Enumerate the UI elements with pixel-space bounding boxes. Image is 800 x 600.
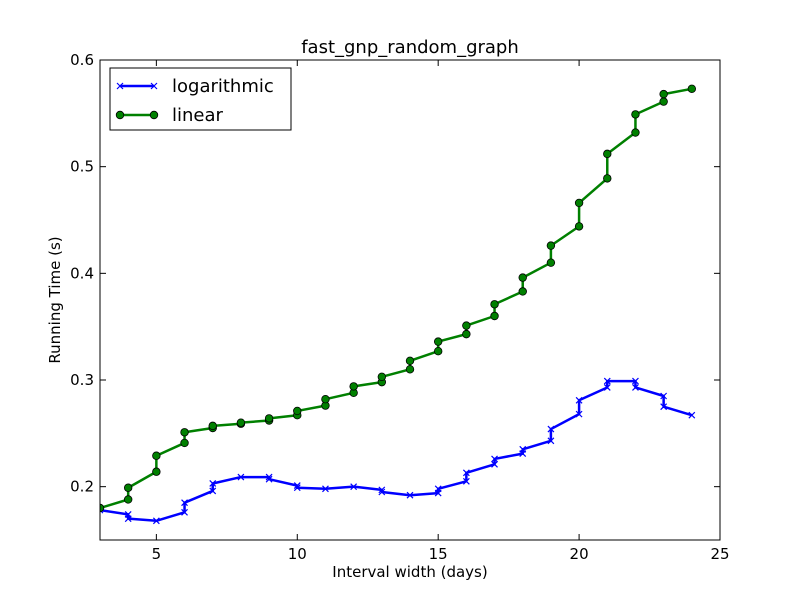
- y-axis-label: Running Time (s): [46, 236, 64, 363]
- data-point-linear: [462, 321, 471, 330]
- data-point-linear: [687, 84, 697, 93]
- data-point-logarithmic: [209, 480, 217, 487]
- x-tick-label: 20: [570, 545, 589, 563]
- data-point-logarithmic: [152, 517, 160, 525]
- data-point-linear: [208, 421, 217, 431]
- data-point-linear: [603, 174, 612, 183]
- data-point-logarithmic: [322, 485, 329, 493]
- data-point-linear: [659, 97, 668, 106]
- data-point-linear: [180, 428, 189, 437]
- data-point-logarithmic: [181, 508, 188, 516]
- data-point-linear: [433, 337, 443, 346]
- data-point-linear: [180, 438, 189, 448]
- data-point-logarithmic: [124, 515, 132, 523]
- data-point-logarithmic: [293, 484, 301, 492]
- data-point-linear: [490, 311, 499, 321]
- y-tick-label: 0.3: [70, 371, 94, 389]
- data-point-logarithmic: [547, 425, 555, 433]
- data-point-linear: [659, 89, 668, 99]
- legend-box: [109, 67, 292, 131]
- data-point-logarithmic: [265, 475, 273, 483]
- data-point-linear: [574, 222, 584, 231]
- y-tick-label: 0.2: [70, 478, 94, 496]
- x-tick-label: 5: [152, 545, 162, 563]
- data-point-logarithmic: [603, 384, 611, 391]
- data-point-linear: [546, 258, 556, 267]
- data-point-logarithmic: [575, 396, 583, 404]
- data-point-linear: [236, 418, 246, 427]
- x-axis-label: Interval width (days): [332, 563, 487, 581]
- x-tick-label: 15: [429, 545, 448, 563]
- data-point-logarithmic: [519, 445, 527, 453]
- data-point-logarithmic: [547, 437, 555, 445]
- legend-label-logarithmic: logarithmic: [172, 76, 274, 97]
- data-point-linear: [518, 287, 527, 296]
- data-point-linear: [631, 128, 640, 137]
- data-point-linear: [433, 347, 443, 356]
- legend-marker-linear: [149, 110, 159, 120]
- data-point-logarithmic: [660, 392, 668, 400]
- y-tick-label: 0.4: [70, 264, 94, 282]
- data-point-linear: [100, 503, 105, 513]
- data-point-logarithmic: [632, 384, 639, 391]
- data-point-logarithmic: [406, 491, 414, 499]
- data-point-logarithmic: [434, 485, 442, 493]
- legend-marker-linear: [115, 110, 125, 120]
- data-point-linear: [123, 483, 133, 492]
- data-point-linear: [462, 329, 471, 339]
- data-point-linear: [603, 149, 612, 159]
- data-point-linear: [123, 495, 133, 504]
- data-point-logarithmic: [237, 473, 245, 481]
- data-point-linear: [293, 406, 302, 416]
- data-point-logarithmic: [181, 499, 188, 507]
- data-point-linear: [377, 372, 387, 381]
- data-point-linear: [631, 110, 640, 119]
- data-point-logarithmic: [491, 460, 498, 468]
- data-point-logarithmic: [575, 410, 583, 418]
- data-point-logarithmic: [265, 473, 273, 481]
- data-point-logarithmic: [688, 411, 696, 419]
- data-point-linear: [574, 198, 584, 208]
- legend-label-linear: linear: [172, 105, 224, 126]
- series-layer: [100, 84, 697, 525]
- data-point-logarithmic: [632, 377, 639, 385]
- data-point-logarithmic: [378, 488, 386, 496]
- data-point-logarithmic: [660, 403, 668, 411]
- x-tick-label: 10: [288, 545, 307, 563]
- data-point-linear: [405, 356, 415, 365]
- data-point-logarithmic: [603, 377, 611, 385]
- data-point-logarithmic: [293, 482, 301, 490]
- data-point-logarithmic: [209, 487, 217, 495]
- data-point-logarithmic: [350, 483, 358, 491]
- plot-frame: [99, 59, 721, 541]
- data-point-linear: [490, 300, 499, 309]
- y-tick-label: 0.6: [70, 51, 94, 69]
- legend: logarithmic linear: [109, 67, 292, 131]
- ticks-layer: 5 10 15 20 25 0.2 0.3 0.4 0.5 0.6: [70, 51, 729, 563]
- data-point-linear: [321, 395, 330, 404]
- data-point-logarithmic: [462, 469, 470, 477]
- series-line-linear: [100, 87, 693, 510]
- data-point-logarithmic: [462, 477, 470, 485]
- y-tick-label: 0.5: [70, 158, 94, 176]
- data-point-linear: [405, 365, 415, 374]
- data-point-linear: [546, 241, 556, 250]
- x-tick-label: 25: [710, 545, 729, 563]
- chart-title: fast_gnp_random_graph: [301, 37, 519, 58]
- data-point-linear: [349, 382, 358, 391]
- data-point-linear: [152, 451, 161, 460]
- data-point-linear: [152, 467, 161, 476]
- data-point-linear: [264, 414, 274, 423]
- legend-marker-logarithmic: [116, 82, 124, 90]
- data-point-logarithmic: [378, 486, 386, 494]
- legend-marker-logarithmic: [150, 82, 158, 90]
- data-point-linear: [518, 273, 527, 282]
- data-point-logarithmic: [491, 455, 498, 463]
- plot-background: [100, 60, 720, 540]
